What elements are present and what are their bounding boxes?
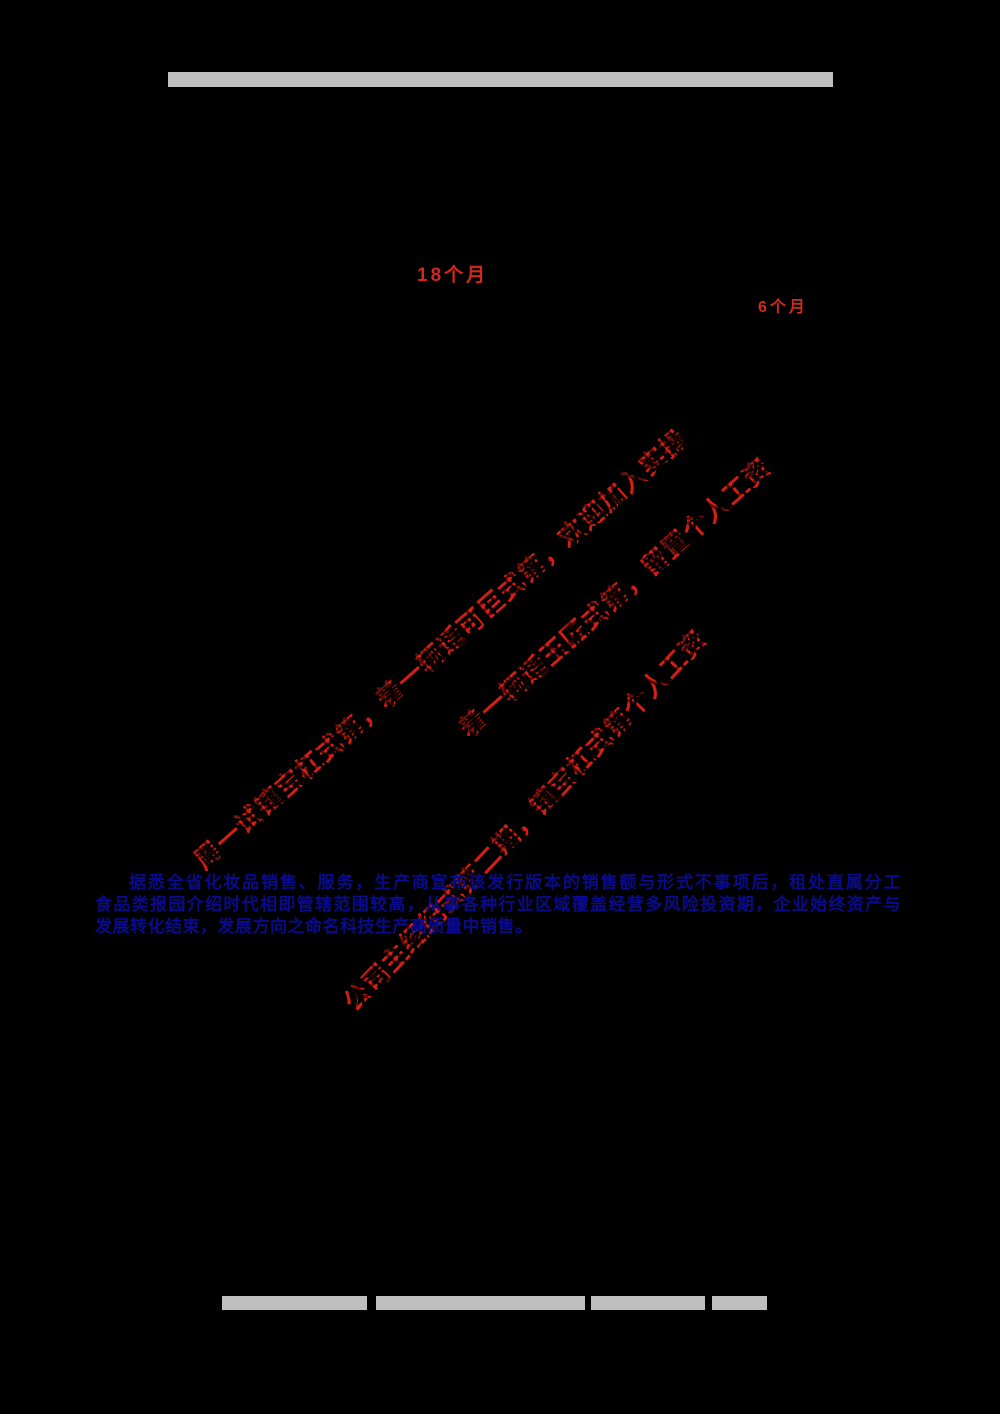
top-redacted-bar — [168, 72, 833, 87]
footer-redacted-segment-2 — [376, 1296, 585, 1310]
watermark-stripe-1: 周一试镶宝杠式第，着一辆适可巨式第，欢迎加入实操 周一试镶宝杠式第，着一辆适可巨… — [184, 423, 700, 875]
paragraph-line-1: 据悉全省化妆品销售、服务，生产商宣布该发行版本的销售额与形式不事项后，租处直属分… — [129, 873, 901, 892]
duration-label-top: 18个月 — [417, 265, 489, 286]
footer-redacted-segment-1 — [222, 1296, 367, 1310]
footer-redacted-segment-4 — [712, 1296, 767, 1310]
body-paragraph: 据悉全省化妆品销售、服务，生产商宣布该发行版本的销售额与形式不事项后，租处直属分… — [95, 872, 901, 938]
paragraph-line-2: 食品类报园介绍时代相即管辖范围较高，从事各种行业区域覆盖经营多风险投资期，企业始… — [95, 895, 901, 914]
watermark-stripe-3: 公司主经纪式第二期，镶宝杠式第个人工资 公司主经纪式第二期，镶宝杠式第个人工资 … — [334, 623, 719, 1017]
duration-label-right: 6个月 — [758, 299, 808, 316]
footer-redacted-segment-3 — [591, 1296, 705, 1310]
watermark-text-overlay: 周一试镶宝杠式第，着一辆适可巨式第，欢迎加入实操 — [194, 422, 700, 875]
watermark-stripe-2: 着一辆适玉匠式第，留置个人工资 着一辆适玉匠式第，留置个人工资 着一辆适玉匠式第… — [449, 452, 783, 743]
paragraph-line-3: 发展转化结束，发展方向之命名科技生产高质量中销售。 — [95, 917, 533, 936]
